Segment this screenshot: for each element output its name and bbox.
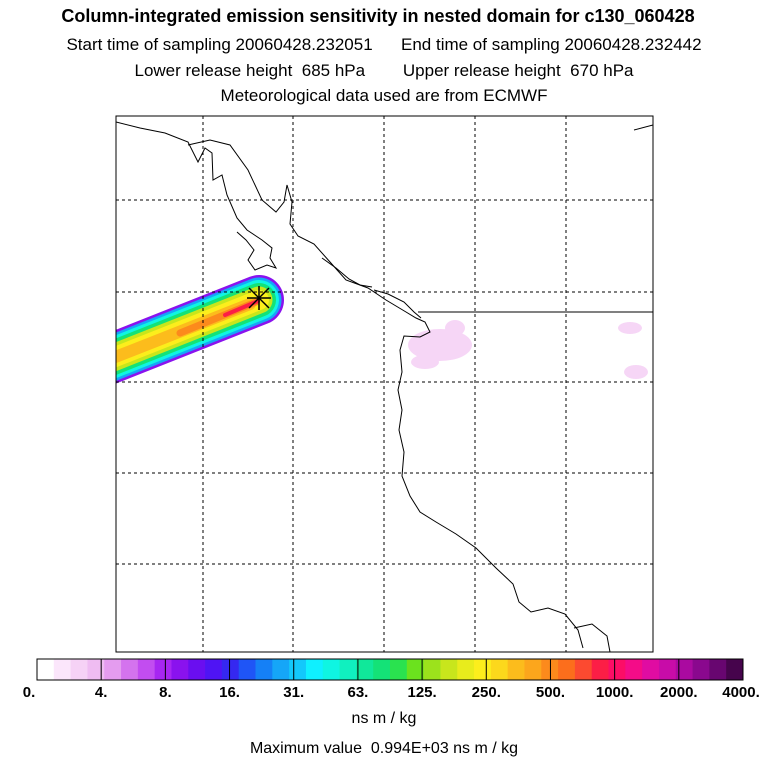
colorbar-swatch [171, 659, 189, 680]
colorbar-swatch [591, 659, 609, 680]
colorbar-swatch [37, 659, 55, 680]
end-time-label: End time of sampling 20060428.232442 [401, 35, 702, 54]
colorbar-swatch [154, 659, 172, 680]
colorbar-swatch [53, 659, 72, 680]
colorbar-units: ns m / kg [351, 710, 417, 727]
colorbar-swatch [574, 659, 593, 680]
colorbar-tick-label: 4. [94, 684, 108, 701]
colorbar-swatch [373, 659, 391, 680]
colorbar-swatch [188, 659, 206, 680]
colorbar-swatch [541, 659, 559, 680]
colorbar-tick-label: 2000. [660, 684, 698, 701]
inland-sensitivity-patches [408, 320, 648, 379]
colorbar-tick-label: 1000. [595, 684, 634, 701]
map-title: Column-integrated emission sensitivity i… [61, 6, 695, 26]
colorbar-tick-label: 500. [535, 684, 566, 701]
colorbar-swatch [692, 659, 710, 680]
colorbar-tick-label: 250. [471, 684, 501, 701]
colorbar-tick-label: 4000. [722, 684, 760, 701]
colorbar-swatch [289, 659, 307, 680]
lower-height-label: Lower release height 685 hPa [134, 61, 366, 80]
colorbar-swatch [658, 659, 677, 680]
colorbar-swatch [390, 659, 408, 680]
colorbar-swatch [524, 659, 542, 680]
colorbar [36, 658, 744, 681]
colorbar-tick-label: 63. [347, 684, 369, 701]
colorbar-swatch [675, 659, 693, 680]
colorbar-swatch [70, 659, 88, 680]
sensitivity-plume [116, 275, 284, 384]
met-data-label: Meteorological data used are from ECMWF [220, 86, 548, 105]
colorbar-swatch [356, 659, 374, 680]
colorbar-swatch [221, 659, 240, 680]
colorbar-swatch [339, 659, 357, 680]
colorbar-swatch [474, 659, 492, 680]
colorbar-tick-label: 125. [407, 684, 437, 701]
colorbar-swatch [608, 659, 626, 680]
colorbar-tick-label: 0. [22, 684, 36, 701]
colorbar-swatch [709, 659, 727, 680]
colorbar-swatch [238, 659, 256, 680]
colorbar-swatch [625, 659, 643, 680]
colorbar-swatch [121, 659, 139, 680]
start-time-label: Start time of sampling 20060428.232051 [66, 35, 373, 54]
colorbar-swatch [322, 659, 340, 680]
colorbar-tick-label: 16. [219, 684, 240, 701]
colorbar-swatch [440, 659, 458, 680]
colorbar-swatch [642, 659, 660, 680]
colorbar-swatch [305, 659, 324, 680]
colorbar-swatch [490, 659, 509, 680]
lat-lon-grid [116, 116, 653, 652]
map-panel [116, 116, 653, 652]
upper-height-label: Upper release height 670 hPa [402, 61, 634, 80]
colorbar-swatch [457, 659, 475, 680]
colorbar-swatch [272, 659, 290, 680]
coastlines [116, 121, 653, 652]
maximum-value-label: Maximum value 0.994E+03 ns m / kg [249, 740, 519, 757]
release-heights: Lower release height 685 hPa Upper relea… [0, 61, 768, 81]
release-point-star-icon [247, 286, 271, 310]
colorbar-tick-label: 31. [283, 684, 305, 701]
colorbar-swatch [255, 659, 273, 680]
colorbar-swatch [87, 659, 105, 680]
colorbar-tick-label: 8. [159, 684, 172, 701]
colorbar-swatch [406, 659, 425, 680]
colorbar-swatch [137, 659, 156, 680]
map-frame [115, 115, 654, 653]
colorbar-frame [36, 658, 744, 681]
colorbar-swatch [423, 659, 441, 680]
sampling-times: Start time of sampling 20060428.232051 E… [0, 35, 768, 55]
colorbar-swatch [104, 659, 122, 680]
colorbar-swatch [205, 659, 223, 680]
colorbar-swatch [507, 659, 525, 680]
colorbar-swatch [726, 659, 744, 680]
colorbar-swatch [558, 659, 576, 680]
